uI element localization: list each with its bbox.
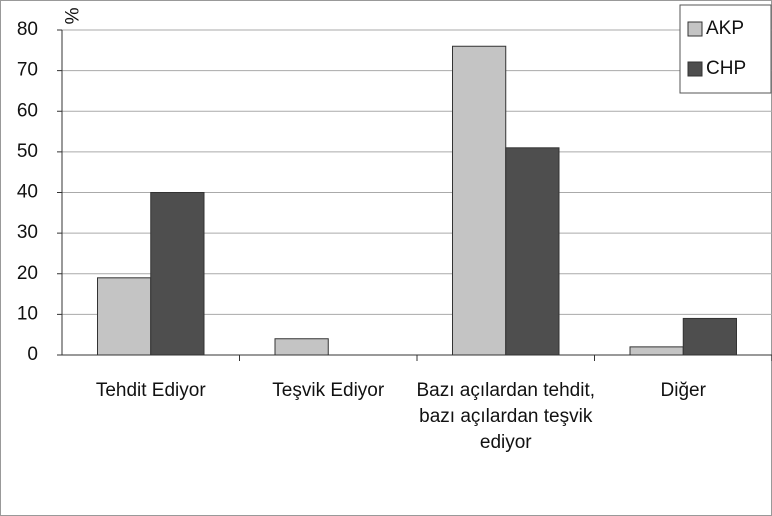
y-tick-label: 20	[17, 263, 38, 284]
y-tick-label: 80	[17, 19, 38, 40]
bar	[682, 317, 737, 356]
legend-label: CHP	[706, 58, 746, 79]
y-tick-label: 70	[17, 60, 38, 81]
y-tick-label: 30	[17, 222, 38, 243]
y-tick-label: 0	[27, 344, 38, 365]
legend-label: AKP	[706, 18, 744, 39]
bar	[629, 346, 684, 356]
bar	[505, 147, 560, 356]
y-axis-label: %	[60, 8, 81, 25]
y-tick-label: 10	[17, 303, 38, 324]
bar	[97, 277, 152, 356]
x-tick-label: Bazı açılardan tehdit, bazı açılardan te…	[416, 380, 596, 453]
legend-swatch	[687, 61, 703, 77]
bar	[150, 192, 205, 356]
y-tick-label: 40	[17, 182, 38, 203]
y-tick-label: 50	[17, 141, 38, 162]
bar	[274, 338, 329, 356]
bar	[452, 45, 507, 356]
x-tick-label: Teşvik Ediyor	[272, 380, 385, 401]
y-tick-label: 60	[17, 100, 38, 121]
x-tick-label: Tehdit Ediyor	[95, 380, 206, 401]
legend-box	[679, 4, 772, 94]
x-tick-label: Diğer	[660, 380, 706, 401]
legend-swatch	[687, 21, 703, 37]
